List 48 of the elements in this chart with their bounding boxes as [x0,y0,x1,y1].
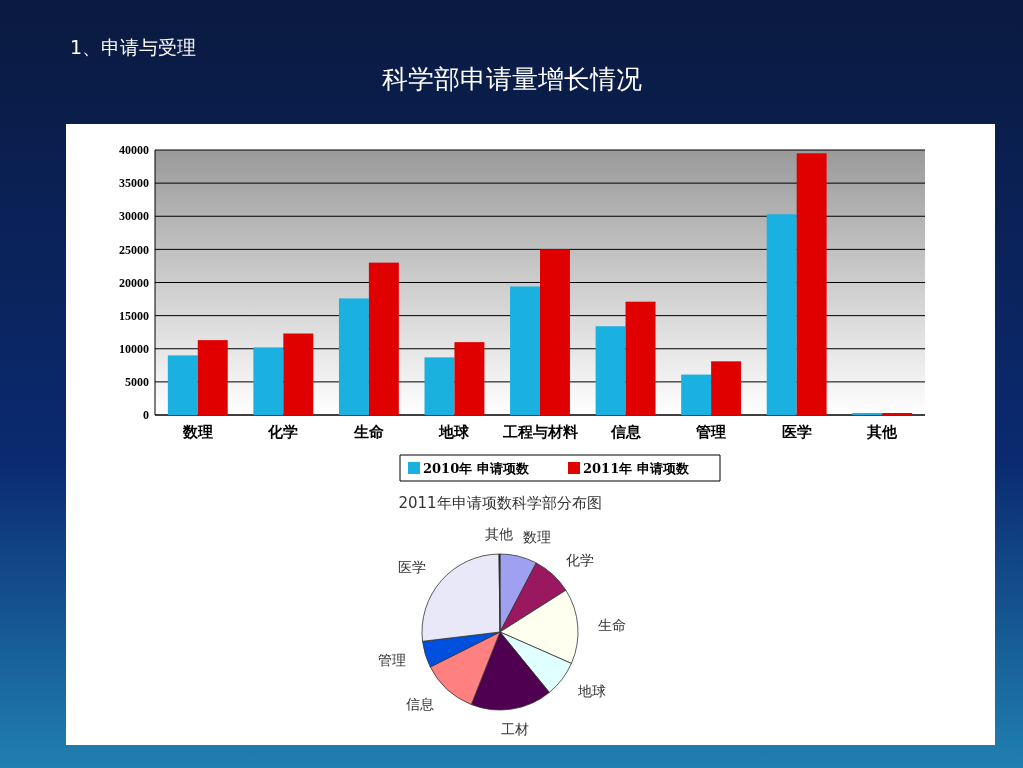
y-tick-label: 10000 [119,341,149,356]
y-tick-label: 5000 [125,375,149,390]
bar [510,286,540,415]
y-tick-label: 40000 [119,143,149,158]
x-tick-label: 医学 [781,423,812,441]
slice-label: 信息 [405,696,434,713]
slice-label: 其他 [485,525,514,542]
slice-label: 地球 [577,683,606,700]
bar [595,326,626,415]
bar [197,340,228,415]
bar [424,357,455,415]
chart-title: 2011年申请项数科学部分布图 [398,494,602,512]
x-tick-label: 其他 [866,423,899,441]
bar [253,347,284,415]
text: 1、申请与受理 [70,36,197,58]
y-tick-label: 30000 [119,209,149,224]
slice-label: 生命 [597,616,626,633]
legend-label: 2010年 申请项数 [423,461,530,476]
bar [681,374,712,415]
y-tick-label: 35000 [119,176,149,191]
chart-title: 科学部申请量增长情况 [381,64,642,94]
bar [283,333,314,415]
legend-label: 2011年 申请项数 [583,461,690,476]
slice-label: 数理 [523,528,552,545]
y-tick-label: 25000 [119,242,149,257]
x-tick-label: 数理 [181,423,213,441]
bar [454,342,485,415]
bar [625,301,656,415]
slice-label: 化学 [566,551,595,568]
y-tick-label: 20000 [119,275,149,290]
y-tick-label: 15000 [119,308,149,323]
slice-label: 管理 [378,652,407,669]
y-tick-label: 0 [143,408,149,423]
bar [796,153,827,415]
bar [711,361,742,415]
x-tick-label: 化学 [267,423,299,441]
bar [766,214,797,415]
x-tick-label: 管理 [695,423,727,441]
x-tick-label: 生命 [352,423,385,441]
slice-label: 医学 [398,559,427,576]
x-tick-label: 工程与材料 [501,423,578,441]
bar [167,355,198,415]
bar [540,249,570,415]
bar [338,298,369,415]
slice-label: 工材 [501,720,530,737]
bar [368,262,399,415]
x-tick-label: 地球 [438,423,471,441]
x-tick-label: 信息 [609,423,642,441]
